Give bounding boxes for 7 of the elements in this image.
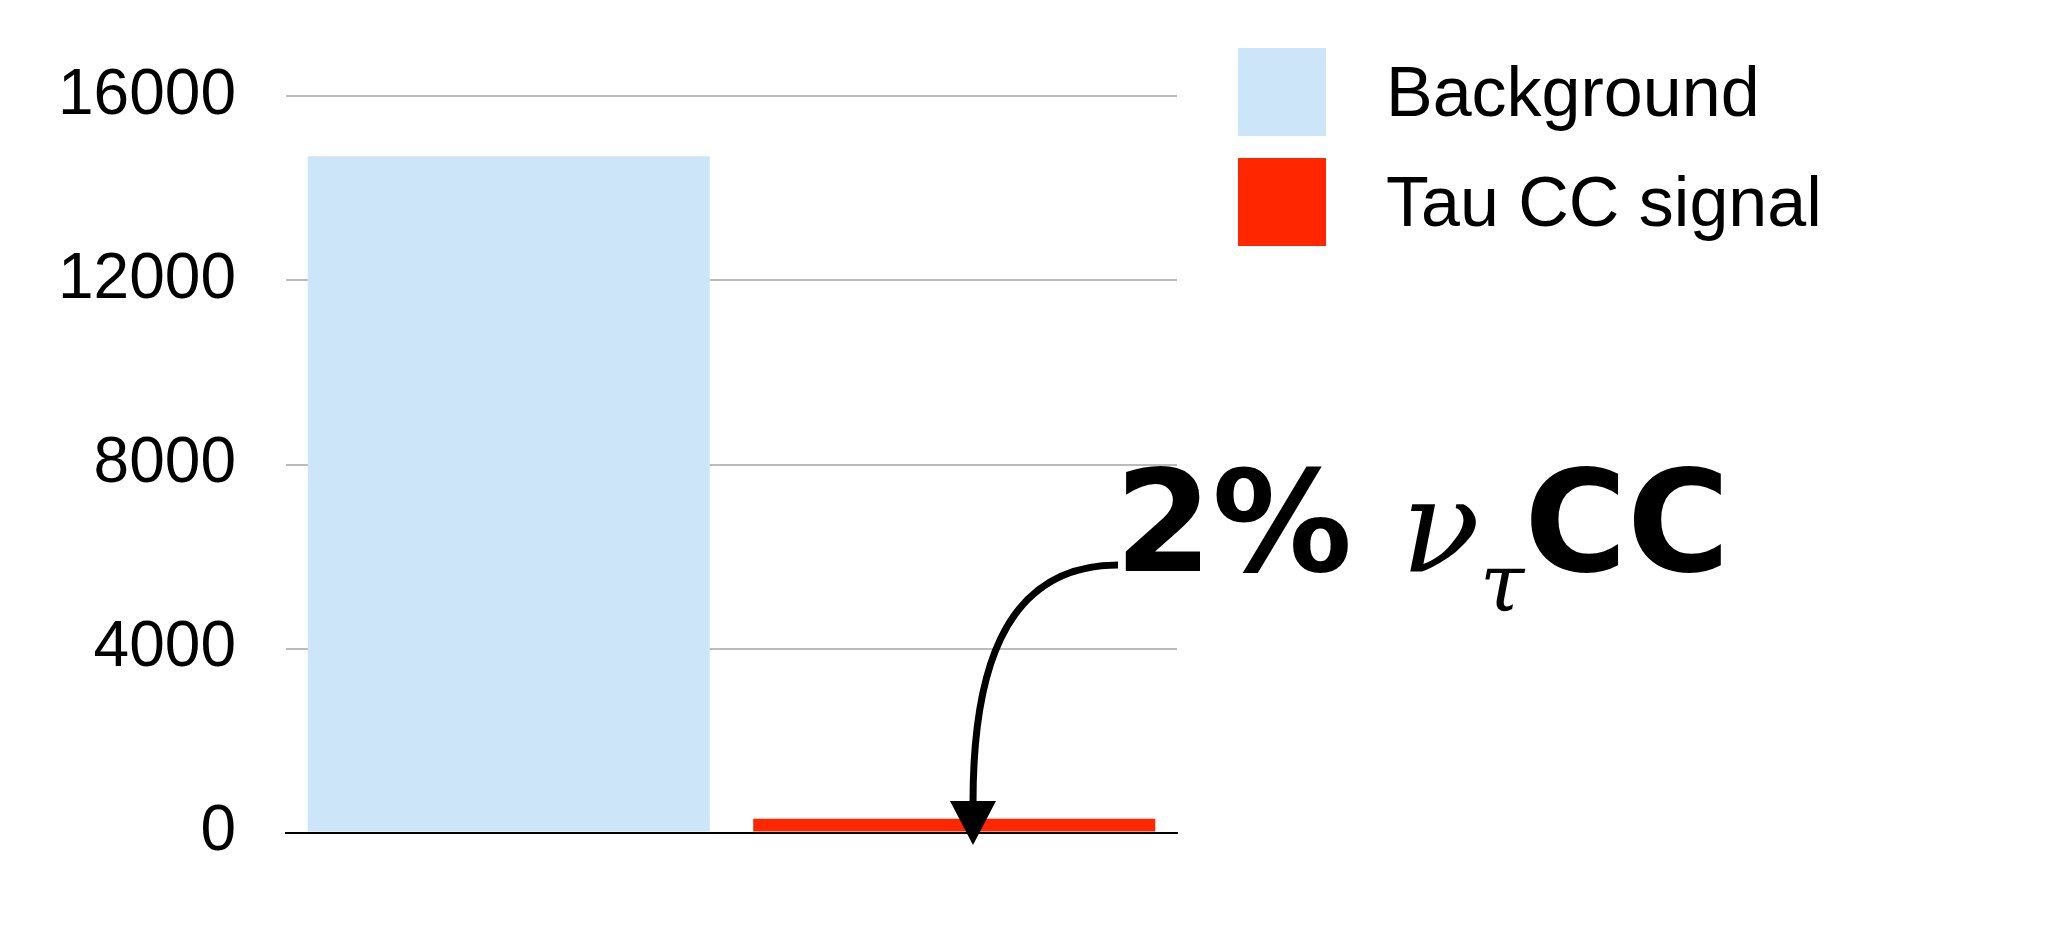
y-tick-label: 12000 <box>58 240 236 313</box>
legend-label: Tau CC signal <box>1386 162 1822 242</box>
y-tick-label: 0 <box>200 792 236 865</box>
y-tick-label: 16000 <box>58 56 236 129</box>
legend-label: Background <box>1386 52 1760 132</box>
y-tick-label: 8000 <box>93 424 236 497</box>
y-tick-label: 4000 <box>93 608 236 681</box>
